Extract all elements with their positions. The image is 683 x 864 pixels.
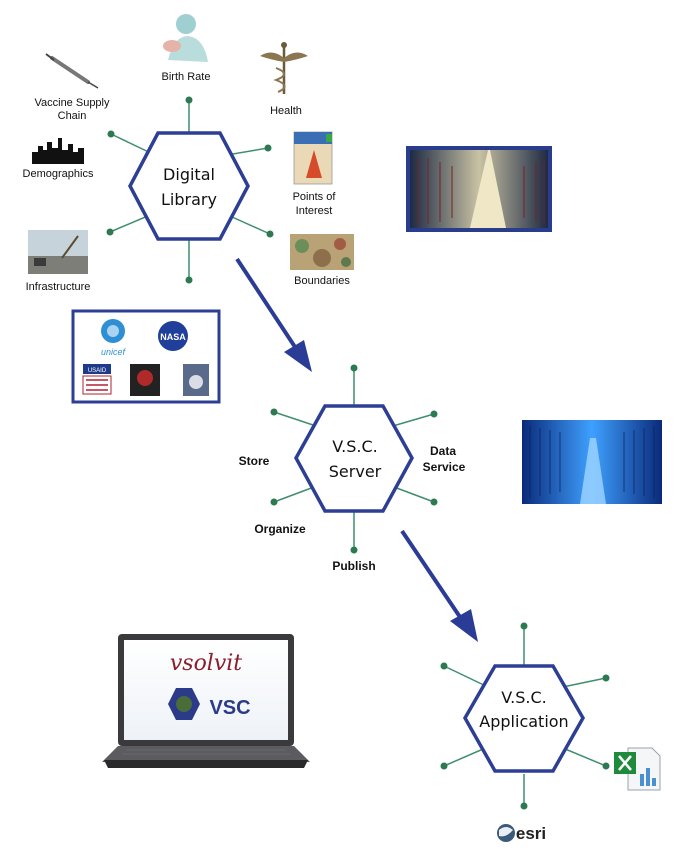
agency-report-logo	[183, 364, 209, 396]
laptop-product-text: VSC	[209, 697, 250, 719]
esri-logo-text: esri	[516, 824, 546, 843]
application-spoke-dots	[440, 622, 610, 810]
arrow-to-application	[400, 529, 478, 642]
poi-label-line2: Interest	[296, 205, 333, 217]
server-title-line2: Server	[329, 462, 382, 481]
server-title-line1: V.S.C.	[332, 437, 377, 456]
digital-library-spoke-dots	[106, 96, 274, 284]
excel-file-icon	[614, 747, 661, 791]
publish-label: Publish	[332, 559, 375, 573]
vsc-server-hub: V.S.C. Server	[270, 364, 438, 554]
unicef-logo-text: unicef	[101, 347, 127, 357]
vaccine-label-line1: Vaccine Supply	[34, 97, 110, 109]
library-shelves-photo	[406, 146, 552, 232]
laptop-device: vsolvit VSC	[102, 634, 310, 768]
application-title-line1: V.S.C.	[501, 688, 546, 707]
digital-library-title-line1: Digital	[163, 165, 215, 184]
nasa-logo: NASA	[158, 321, 188, 351]
boundaries-label: Boundaries	[294, 275, 350, 287]
infrastructure-icon	[28, 230, 88, 274]
laptop-screen	[124, 640, 288, 740]
store-label: Store	[239, 454, 270, 468]
syringe-icon	[45, 53, 99, 89]
esri-logo: esri	[497, 824, 546, 843]
digital-library-title-line2: Library	[161, 190, 217, 209]
arrow-to-server	[235, 257, 312, 372]
cia-seal-logo	[130, 364, 160, 396]
usaid-logo: USAID	[82, 364, 112, 395]
digital-library-hub: Digital Library	[106, 96, 274, 284]
skyline-icon	[32, 138, 84, 164]
poi-label-line1: Points of	[293, 191, 337, 203]
infrastructure-label: Infrastructure	[26, 281, 91, 293]
data-service-label-line1: Data	[430, 444, 456, 458]
server-spoke-dots	[270, 364, 438, 554]
health-icon	[260, 42, 308, 94]
organize-label: Organize	[254, 522, 306, 536]
boundaries-map-icon	[290, 234, 354, 270]
data-service-label-line2: Service	[423, 460, 466, 474]
laptop-brand-text: vsolvit	[170, 651, 242, 676]
partner-logos-box: unicef NASA USAID	[71, 309, 221, 404]
digital-library-hexagon	[128, 131, 250, 241]
birth-rate-label: Birth Rate	[162, 71, 211, 83]
application-title-line2: Application	[479, 712, 568, 731]
birth-rate-icon	[163, 14, 208, 62]
vsc-hexagon-logo-icon	[168, 688, 200, 720]
points-of-interest-icon	[293, 131, 333, 185]
server-hexagon	[294, 404, 414, 513]
vaccine-label-line2: Chain	[58, 110, 87, 122]
vsc-application-hub: V.S.C. Application	[440, 622, 610, 810]
usaid-logo-text: USAID	[88, 368, 107, 374]
demographics-label: Demographics	[23, 168, 94, 180]
health-label: Health	[270, 105, 302, 117]
unicef-logo: unicef	[101, 319, 127, 357]
nasa-logo-text: NASA	[160, 332, 186, 342]
data-center-photo	[522, 420, 662, 504]
application-hexagon	[462, 664, 586, 773]
